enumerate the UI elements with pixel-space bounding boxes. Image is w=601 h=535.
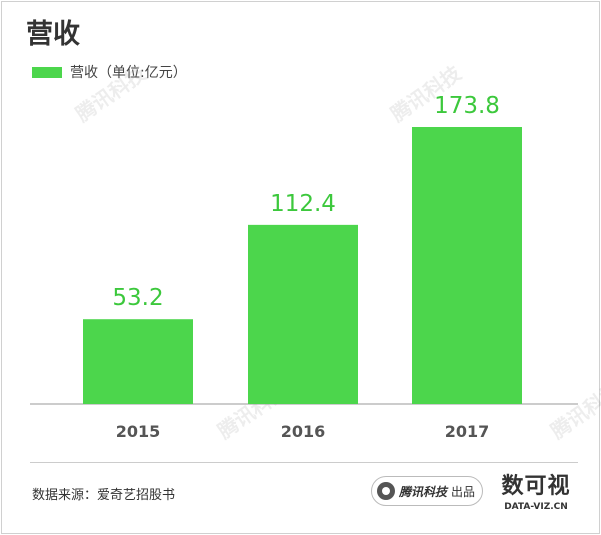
source-note: 数据来源：爱奇艺招股书 [32, 488, 176, 503]
legend: 营收（单位:亿元） [32, 62, 187, 82]
legend-swatch [32, 66, 62, 78]
x-tick-label-2016: 2016 [281, 422, 326, 441]
producer-suffix: 出品 [451, 484, 476, 499]
bar-2016 [248, 224, 358, 404]
producer-brand: 腾讯科技 [399, 484, 448, 499]
x-tick-label-2015: 2015 [116, 422, 161, 441]
data-label-2016: 112.4 [270, 191, 336, 217]
legend-label: 营收（单位:亿元） [70, 65, 187, 81]
footer-divider [30, 462, 578, 463]
bar-2015 [83, 319, 193, 404]
bar-2017 [412, 127, 522, 404]
tencent-logo-icon [377, 482, 395, 500]
data-label-2017: 173.8 [434, 93, 500, 119]
brand-url: DATA-VIZ.CN [504, 502, 568, 512]
producer-badge: 腾讯科技 出品 [371, 476, 483, 506]
chart-title: 营收 [26, 19, 80, 50]
brand-logo: 数可视 DATA-VIZ.CN [496, 468, 576, 512]
data-label-2015: 53.2 [112, 285, 163, 311]
x-tick-label-2017: 2017 [445, 422, 490, 441]
brand-name: 数可视 [501, 474, 571, 499]
